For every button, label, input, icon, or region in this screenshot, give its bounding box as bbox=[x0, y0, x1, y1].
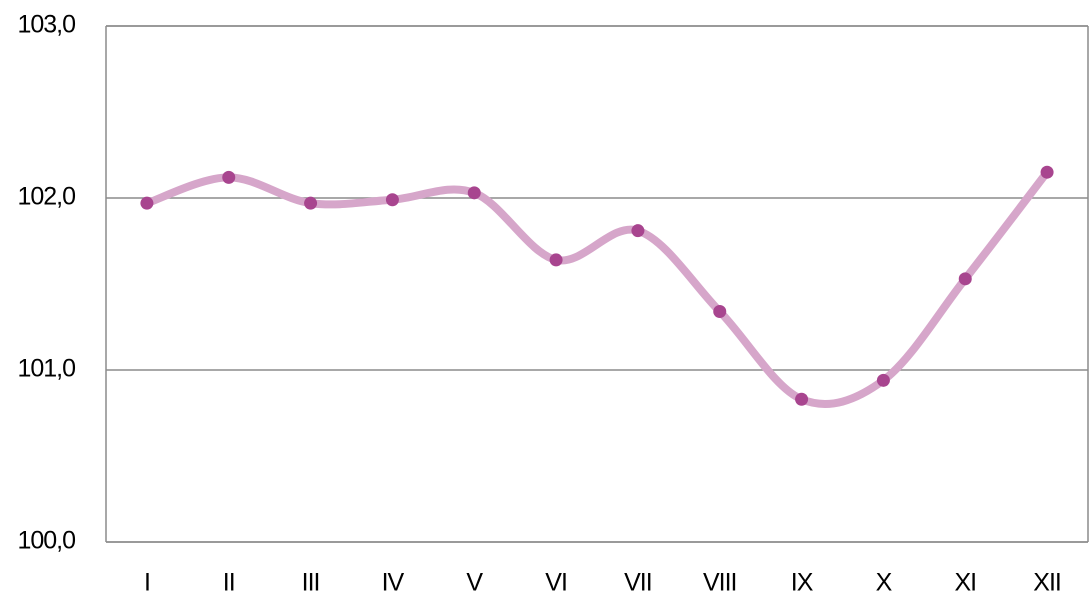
point-marker bbox=[795, 392, 809, 406]
point-marker bbox=[385, 193, 399, 207]
y-tick-label: 102,0 bbox=[17, 183, 75, 211]
point-marker bbox=[631, 224, 645, 238]
x-tick-label: VI bbox=[545, 569, 567, 597]
point-marker bbox=[549, 253, 563, 267]
x-tick-label: II bbox=[223, 569, 235, 597]
x-tick-label: XI bbox=[954, 569, 976, 597]
y-tick-label: 100,0 bbox=[17, 527, 75, 555]
point-marker bbox=[713, 305, 727, 319]
x-tick-label: V bbox=[466, 569, 483, 597]
x-tick-label: I bbox=[144, 569, 150, 597]
y-tick-label: 101,0 bbox=[17, 355, 75, 383]
point-marker bbox=[140, 196, 154, 210]
point-marker bbox=[304, 196, 318, 210]
x-tick-label: X bbox=[876, 569, 893, 597]
y-tick-label: 103,0 bbox=[17, 11, 75, 39]
x-tick-label: III bbox=[302, 569, 320, 597]
x-tick-label: XII bbox=[1033, 569, 1061, 597]
x-tick-label: IV bbox=[382, 569, 405, 597]
point-marker bbox=[958, 272, 972, 286]
x-tick-label: VII bbox=[624, 569, 652, 597]
x-tick-label: IX bbox=[791, 569, 814, 597]
point-marker bbox=[1040, 165, 1054, 179]
point-marker bbox=[222, 170, 236, 184]
point-marker bbox=[876, 373, 890, 387]
x-tick-label: VIII bbox=[703, 569, 737, 597]
point-marker bbox=[467, 186, 481, 200]
